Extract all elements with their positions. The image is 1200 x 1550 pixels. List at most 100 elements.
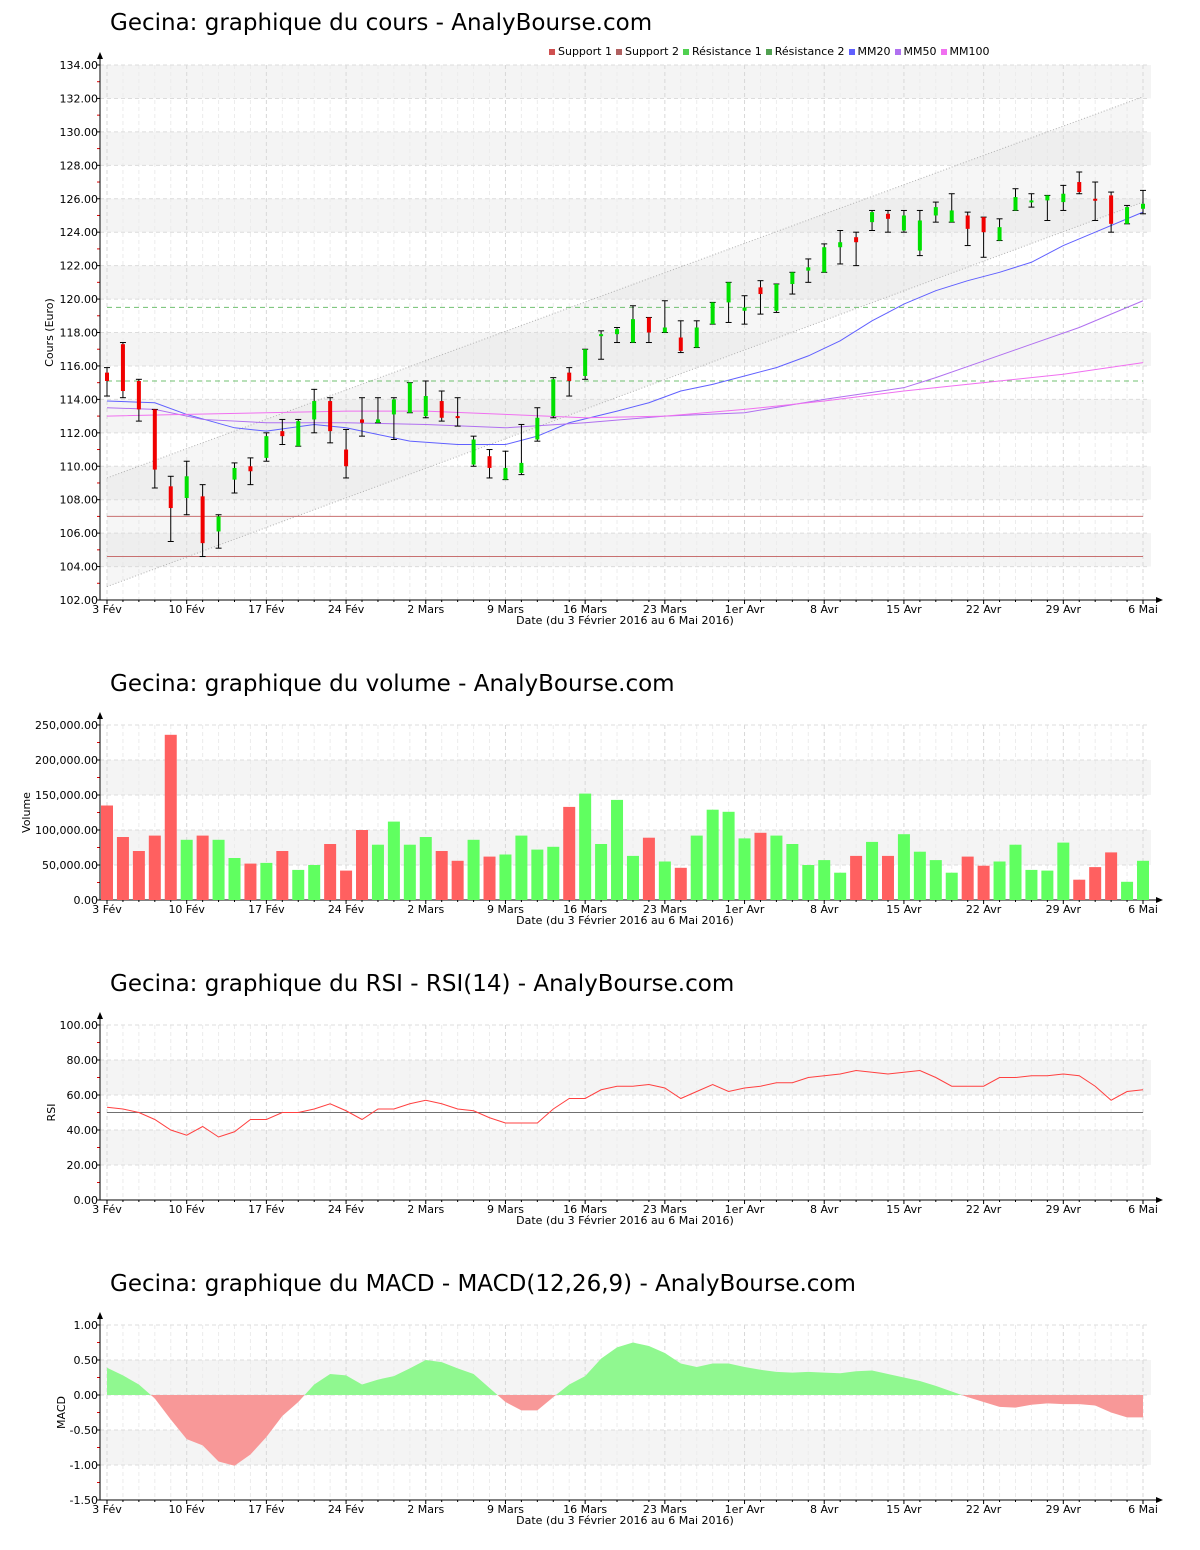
svg-text:Date (du 3 Février 2016 au 6 M: Date (du 3 Février 2016 au 6 Mai 2016) — [516, 1514, 734, 1527]
svg-text:10 Fév: 10 Fév — [168, 1503, 205, 1516]
svg-text:29 Avr: 29 Avr — [1046, 1203, 1082, 1216]
svg-text:Date (du 3 Février 2016 au 6 M: Date (du 3 Février 2016 au 6 Mai 2016) — [516, 914, 734, 927]
svg-text:16 Mars: 16 Mars — [563, 603, 607, 616]
svg-text:15 Avr: 15 Avr — [886, 1503, 922, 1516]
svg-text:2 Mars: 2 Mars — [407, 1503, 444, 1516]
svg-text:22 Avr: 22 Avr — [966, 1203, 1002, 1216]
svg-text:50,000.00: 50,000.00 — [42, 859, 98, 872]
svg-text:RSI: RSI — [45, 1104, 58, 1122]
svg-text:8 Avr: 8 Avr — [810, 603, 839, 616]
legend-label: Résistance 1 — [691, 45, 762, 58]
svg-text:1er Avr: 1er Avr — [725, 903, 765, 916]
price-chart-title: Gecina: graphique du cours - AnalyBourse… — [110, 10, 653, 36]
svg-text:6 Mai: 6 Mai — [1128, 1203, 1158, 1216]
svg-text:122.00: 122.00 — [60, 260, 99, 273]
legend-label: MM20 — [857, 45, 891, 58]
svg-text:29 Avr: 29 Avr — [1046, 603, 1082, 616]
legend-label: Résistance 2 — [774, 45, 845, 58]
legend-swatch — [549, 48, 555, 55]
svg-text:114.00: 114.00 — [60, 393, 99, 406]
svg-text:150,000.00: 150,000.00 — [35, 789, 98, 802]
legend-item: MM20 — [848, 45, 891, 58]
svg-text:9 Mars: 9 Mars — [487, 603, 524, 616]
svg-text:Volume: Volume — [20, 792, 33, 833]
svg-text:16 Mars: 16 Mars — [563, 1203, 607, 1216]
svg-text:6 Mai: 6 Mai — [1128, 903, 1158, 916]
legend-label: MM50 — [903, 45, 937, 58]
legend-item: Support 1 — [549, 45, 612, 58]
svg-text:9 Mars: 9 Mars — [487, 903, 524, 916]
legend-item: Support 2 — [615, 45, 679, 58]
svg-text:22 Avr: 22 Avr — [966, 1503, 1002, 1516]
legend-item: MM50 — [894, 45, 937, 58]
svg-text:16 Mars: 16 Mars — [563, 903, 607, 916]
svg-text:24 Fév: 24 Fév — [328, 903, 365, 916]
svg-text:MACD: MACD — [55, 1396, 68, 1429]
svg-text:15 Avr: 15 Avr — [886, 1203, 922, 1216]
svg-text:104.00: 104.00 — [60, 561, 99, 574]
svg-text:0.50: 0.50 — [74, 1354, 99, 1367]
svg-text:3 Fév: 3 Fév — [92, 903, 122, 916]
svg-text:40.00: 40.00 — [67, 1124, 99, 1137]
svg-text:Date (du 3 Février 2016 au 6 M: Date (du 3 Février 2016 au 6 Mai 2016) — [516, 614, 734, 627]
macd-chart-title: Gecina: graphique du MACD - MACD(12,26,9… — [110, 1271, 856, 1297]
svg-text:60.00: 60.00 — [67, 1089, 99, 1102]
svg-text:6 Mai: 6 Mai — [1128, 603, 1158, 616]
svg-text:106.00: 106.00 — [60, 527, 99, 540]
svg-text:23 Mars: 23 Mars — [643, 603, 687, 616]
svg-text:200,000.00: 200,000.00 — [35, 754, 98, 767]
legend-item: Résistance 1 — [682, 45, 762, 58]
svg-text:100,000.00: 100,000.00 — [35, 824, 98, 837]
svg-text:10 Fév: 10 Fév — [168, 1203, 205, 1216]
svg-text:6 Mai: 6 Mai — [1128, 1503, 1158, 1516]
rsi-chart: 0.00 20.00 40.00 60.00 80.00 100.00 3 Fév 10 Fé… — [45, 1012, 1163, 1227]
svg-text:1er Avr: 1er Avr — [725, 1503, 765, 1516]
svg-text:1.00: 1.00 — [74, 1319, 99, 1332]
legend-item: Résistance 2 — [765, 45, 845, 58]
svg-text:112.00: 112.00 — [60, 427, 99, 440]
svg-text:0.00: 0.00 — [74, 1389, 99, 1402]
svg-text:17 Fév: 17 Fév — [248, 1503, 285, 1516]
svg-text:10 Fév: 10 Fév — [168, 603, 205, 616]
legend-swatch — [848, 48, 855, 55]
svg-text:17 Fév: 17 Fév — [248, 903, 285, 916]
price-chart: 102.00 104.00 106.00 108.00 110.00 112.00 114.… — [43, 52, 1163, 627]
svg-text:120.00: 120.00 — [60, 293, 99, 306]
svg-text:0.00: 0.00 — [74, 1194, 99, 1207]
svg-text:23 Mars: 23 Mars — [643, 1503, 687, 1516]
legend-item: MM100 — [940, 45, 989, 58]
svg-text:9 Mars: 9 Mars — [487, 1503, 524, 1516]
svg-text:29 Avr: 29 Avr — [1046, 1503, 1082, 1516]
svg-text:126.00: 126.00 — [60, 193, 99, 206]
price-legend: Support 1 Support 2 Résistance 1 Résistance… — [549, 45, 989, 58]
svg-text:-1.50: -1.50 — [70, 1494, 98, 1507]
svg-text:Date (du 3 Février 2016 au 6 M: Date (du 3 Février 2016 au 6 Mai 2016) — [516, 1214, 734, 1227]
legend-label: Support 1 — [558, 45, 612, 58]
legend-label: Support 2 — [624, 45, 679, 58]
svg-text:118.00: 118.00 — [60, 327, 99, 340]
svg-text:2 Mars: 2 Mars — [407, 903, 444, 916]
svg-text:102.00: 102.00 — [60, 594, 99, 607]
svg-text:3 Fév: 3 Fév — [92, 603, 122, 616]
svg-text:110.00: 110.00 — [60, 460, 99, 473]
volume-chart: 0.00 50,000.00 100,000.00 150,000.00 200,000… — [20, 712, 1163, 927]
svg-text:29 Avr: 29 Avr — [1046, 903, 1082, 916]
svg-text:0.00: 0.00 — [74, 894, 99, 907]
svg-text:20.00: 20.00 — [67, 1159, 99, 1172]
svg-text:-0.50: -0.50 — [70, 1424, 98, 1437]
svg-text:3 Fév: 3 Fév — [92, 1503, 122, 1516]
svg-text:22 Avr: 22 Avr — [966, 603, 1002, 616]
macd-chart: -1.50 -1.00 -0.50 0.00 0.50 1.00 3 Fév 10 Fév 17… — [55, 1312, 1163, 1527]
svg-text:15 Avr: 15 Avr — [886, 603, 922, 616]
svg-text:134.00: 134.00 — [60, 59, 99, 72]
svg-text:23 Mars: 23 Mars — [643, 1203, 687, 1216]
svg-text:22 Avr: 22 Avr — [966, 903, 1002, 916]
legend-swatch — [765, 48, 772, 55]
svg-text:16 Mars: 16 Mars — [563, 1503, 607, 1516]
svg-text:128.00: 128.00 — [60, 159, 99, 172]
legend-swatch — [615, 48, 622, 55]
svg-text:1er Avr: 1er Avr — [725, 1203, 765, 1216]
svg-text:108.00: 108.00 — [60, 494, 99, 507]
svg-text:8 Avr: 8 Avr — [810, 903, 839, 916]
svg-text:116.00: 116.00 — [60, 360, 99, 373]
